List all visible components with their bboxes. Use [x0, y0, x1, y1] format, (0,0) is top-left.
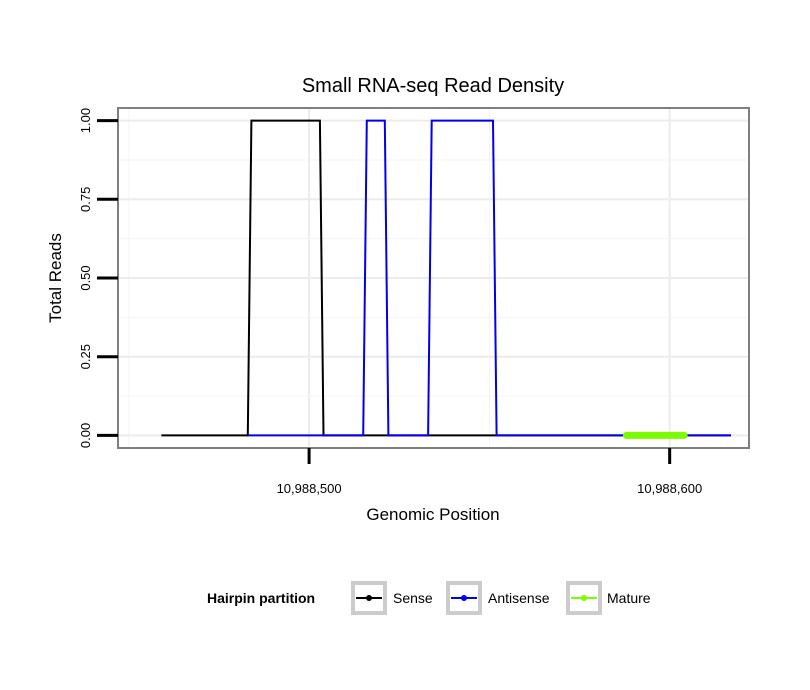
legend-item-sense: Sense	[351, 581, 433, 615]
x-tick-label: 10,988,600	[637, 481, 702, 496]
grid	[118, 108, 749, 448]
legend-label-mature: Mature	[607, 590, 651, 606]
y-tick-label: 0.25	[78, 344, 93, 369]
y-tick-label: 0.50	[78, 265, 93, 290]
axes: 10,988,500 10,988,600 0.00 0.25 0.50 0.75 1.00	[78, 108, 702, 496]
legend-key-mature-dot	[581, 595, 587, 601]
legend-item-antisense: Antisense	[446, 581, 550, 615]
legend-item-mature: Mature	[566, 581, 651, 615]
legend-label-sense: Sense	[393, 590, 433, 606]
series-line-antisense	[247, 119, 731, 437]
legend-key-antisense-dot	[461, 595, 467, 601]
legend-key-sense-dot	[366, 595, 372, 601]
x-tick-label: 10,988,500	[277, 481, 342, 496]
legend: Hairpin partition Sense Antisense Mature	[207, 581, 651, 615]
plot-series	[161, 119, 731, 439]
y-tick-label: 0.00	[78, 423, 93, 448]
legend-title: Hairpin partition	[207, 590, 315, 606]
y-tick-label: 1.00	[78, 108, 93, 133]
y-tick-label: 0.75	[78, 187, 93, 212]
chart-title: Small RNA-seq Read Density	[302, 75, 564, 97]
legend-label-antisense: Antisense	[488, 590, 550, 606]
x-axis-title: Genomic Position	[366, 505, 499, 524]
y-axis-title: Total Reads	[46, 233, 65, 323]
